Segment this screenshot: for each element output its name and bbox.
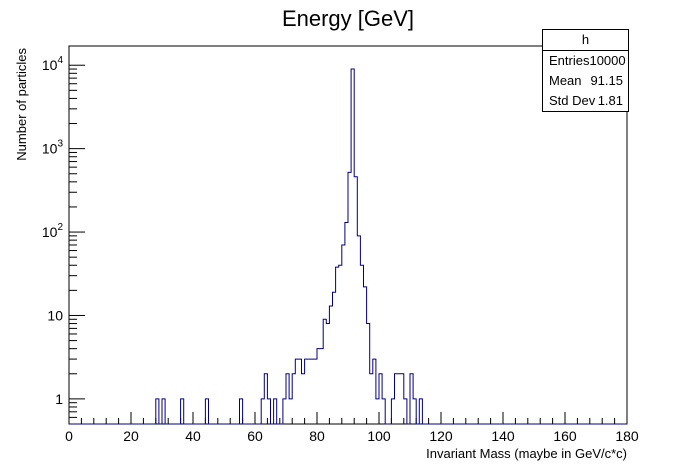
x-tick-label: 140: [491, 428, 515, 444]
stats-entries-label: Entries: [549, 53, 590, 68]
stats-mean-label: Mean: [549, 73, 582, 88]
y-axis-label: Number of particles: [14, 48, 29, 161]
y-tick-label: 102: [42, 222, 64, 240]
x-tick-label: 0: [65, 428, 73, 444]
x-axis: 0 20 40 60 80 100 120 140 160 180: [65, 412, 639, 444]
y-tick-label: 103: [42, 139, 64, 157]
plot-frame: [68, 45, 628, 425]
stats-mean-value: 91.15: [590, 73, 623, 88]
x-tick-label: 160: [553, 428, 577, 444]
stats-title: h: [543, 30, 628, 51]
y-tick-label: 10: [47, 307, 63, 323]
histogram-line: [69, 68, 627, 425]
x-tick-label: 120: [429, 428, 453, 444]
y-tick-label: 104: [42, 55, 64, 73]
x-tick-label: 60: [247, 428, 263, 444]
x-axis-label: Invariant Mass (maybe in GeV/c*c): [426, 446, 627, 461]
stats-entries-row: Entries 10000: [543, 51, 628, 71]
x-tick-label: 20: [123, 428, 139, 444]
y-axis: 1 10 102 103 104: [42, 55, 85, 418]
stats-stddev-row: Std Dev 1.81: [543, 91, 628, 111]
y-tick-label: 1: [55, 391, 63, 407]
stats-entries-value: 10000: [589, 53, 626, 68]
x-tick-label: 40: [185, 428, 201, 444]
stats-stddev-label: Std Dev: [549, 93, 596, 108]
stats-stddev-value: 1.81: [597, 93, 623, 108]
stats-mean-row: Mean 91.15: [543, 71, 628, 91]
chart-title: Energy [GeV]: [282, 6, 414, 31]
x-tick-label: 80: [309, 428, 325, 444]
x-tick-label: 100: [367, 428, 391, 444]
stats-box: h Entries 10000 Mean 91.15 Std Dev 1.81: [542, 29, 629, 112]
x-tick-label: 180: [615, 428, 639, 444]
